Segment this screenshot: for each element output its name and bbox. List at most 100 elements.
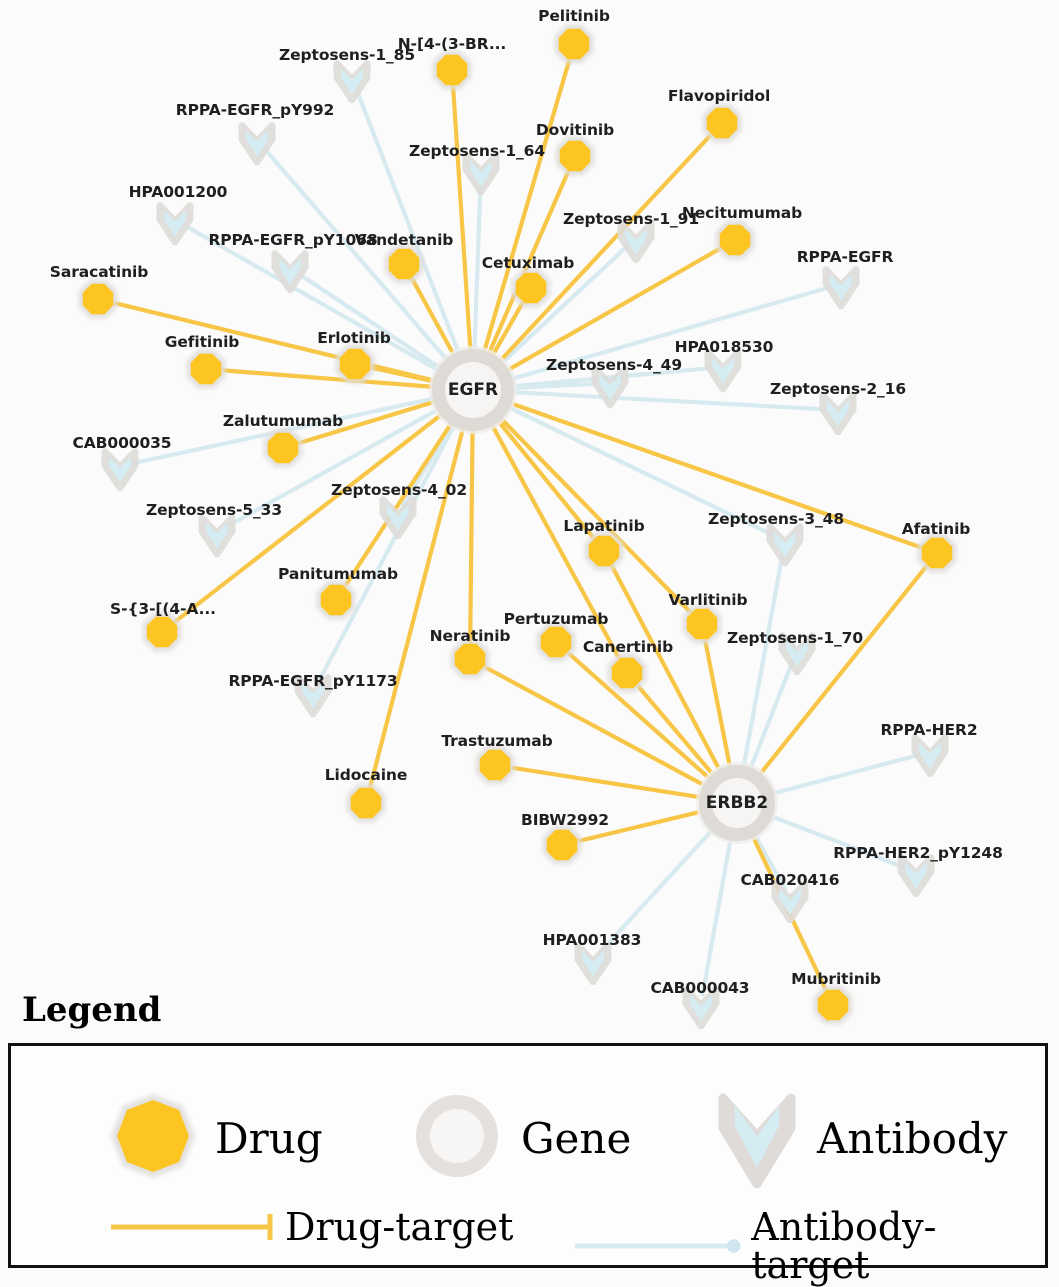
antibody-target-edge bbox=[296, 271, 444, 372]
drug-target-edge bbox=[367, 424, 466, 792]
gene-node-center bbox=[445, 362, 501, 418]
drug-target-edge bbox=[608, 561, 723, 775]
antibody-node[interactable] bbox=[617, 220, 655, 264]
drug-node-fill bbox=[817, 989, 849, 1021]
antibody-node[interactable] bbox=[574, 942, 612, 986]
antibody-node-fill bbox=[919, 742, 941, 769]
drug-node-fill bbox=[146, 616, 178, 648]
drug-node-fill bbox=[611, 657, 643, 689]
drug-target-edge bbox=[408, 274, 457, 359]
drug-node[interactable] bbox=[384, 244, 424, 284]
drug-node[interactable] bbox=[702, 103, 742, 143]
antibody-target-edge-icon bbox=[574, 1239, 741, 1253]
drug-node[interactable] bbox=[607, 653, 647, 693]
antibody-node[interactable] bbox=[704, 349, 742, 393]
drug-node-fill bbox=[190, 353, 222, 385]
drug-node[interactable] bbox=[186, 349, 226, 389]
antibody-node-fill bbox=[246, 130, 268, 157]
drug-node[interactable] bbox=[715, 220, 755, 260]
drug-node[interactable] bbox=[432, 50, 472, 90]
drug-node[interactable] bbox=[813, 985, 853, 1025]
drug-target-edge bbox=[486, 166, 572, 358]
drug-node[interactable] bbox=[475, 745, 515, 785]
antibody-target-edge bbox=[505, 404, 779, 539]
drug-target-edge bbox=[489, 421, 623, 663]
antibody-node[interactable] bbox=[462, 152, 500, 196]
antibody-target-edge bbox=[181, 222, 443, 374]
drug-target-edge bbox=[702, 635, 733, 771]
legend-label-gene: Gene bbox=[521, 1114, 632, 1163]
drug-target-edge bbox=[564, 649, 713, 782]
drug-node[interactable] bbox=[316, 580, 356, 620]
antibody-target-edge bbox=[315, 421, 458, 686]
drug-node[interactable] bbox=[555, 136, 595, 176]
drug-target-edge bbox=[633, 681, 717, 779]
antibody-target-edge bbox=[751, 831, 788, 892]
legend-label-antibody: Antibody bbox=[817, 1114, 1008, 1163]
drug-node[interactable] bbox=[450, 639, 490, 679]
drug-target-edge bbox=[489, 298, 527, 360]
antibody-node[interactable] bbox=[101, 448, 139, 492]
antibody-node[interactable] bbox=[682, 986, 720, 1030]
drug-node[interactable] bbox=[263, 428, 303, 468]
legend-entry-antibody-target: Antibody-target bbox=[571, 1208, 1045, 1284]
antibody-node[interactable] bbox=[379, 496, 417, 540]
antibody-node[interactable] bbox=[771, 880, 809, 924]
drug-node[interactable] bbox=[536, 622, 576, 662]
network-graph[interactable] bbox=[0, 0, 1059, 1030]
antibody-node[interactable] bbox=[778, 632, 816, 676]
drug-node-fill bbox=[546, 829, 578, 861]
drug-node[interactable] bbox=[335, 344, 375, 384]
drug-node[interactable] bbox=[917, 533, 957, 573]
drug-node-fill bbox=[540, 626, 572, 658]
legend-entry-drug: Drug bbox=[101, 1084, 323, 1194]
drug-node[interactable] bbox=[511, 268, 551, 308]
drug-target-edge bbox=[756, 561, 931, 778]
antibody-node[interactable] bbox=[294, 674, 332, 718]
gene-node[interactable] bbox=[696, 762, 778, 844]
antibody-node-fill bbox=[302, 682, 324, 709]
antibody-node[interactable] bbox=[271, 250, 309, 294]
drug-node[interactable] bbox=[142, 612, 182, 652]
drug-node[interactable] bbox=[542, 825, 582, 865]
antibody-node[interactable] bbox=[819, 392, 857, 436]
legend-entry-antibody: Antibody bbox=[711, 1084, 1007, 1194]
drug-node[interactable] bbox=[554, 24, 594, 64]
drug-node[interactable] bbox=[346, 783, 386, 823]
antibody-node-fill bbox=[712, 357, 734, 384]
drug-node[interactable] bbox=[584, 531, 624, 571]
antibody-node[interactable] bbox=[766, 523, 804, 567]
drug-target-edge bbox=[506, 765, 705, 800]
drug-target-edge bbox=[497, 415, 695, 617]
drug-target-edge bbox=[366, 364, 438, 384]
legend: Legend Drug Gene Antibody bbox=[0, 990, 1059, 1284]
antibody-target-edge bbox=[261, 145, 451, 364]
drug-node-fill bbox=[686, 608, 718, 640]
antibody-target-edge bbox=[223, 406, 442, 530]
antibody-target-edge bbox=[472, 177, 483, 355]
antibody-node-fill bbox=[599, 373, 621, 400]
antibody-node[interactable] bbox=[911, 734, 949, 778]
drug-node-fill bbox=[588, 535, 620, 567]
nodes-layer[interactable] bbox=[78, 24, 957, 1030]
drug-node[interactable] bbox=[78, 279, 118, 319]
antibody-node[interactable] bbox=[822, 266, 860, 310]
drug-node-fill bbox=[921, 537, 953, 569]
antibody-node[interactable] bbox=[333, 60, 371, 104]
drug-target-edge bbox=[480, 663, 709, 789]
antibody-node[interactable] bbox=[897, 854, 935, 898]
drug-target-edge bbox=[450, 81, 473, 355]
legend-entry-gene: Gene bbox=[407, 1084, 631, 1194]
gene-node[interactable] bbox=[429, 346, 517, 434]
antibody-node-fill bbox=[827, 400, 849, 427]
antibody-node-fill bbox=[786, 640, 808, 667]
antibody-node[interactable] bbox=[156, 202, 194, 246]
drug-node-fill bbox=[436, 54, 468, 86]
antibody-node[interactable] bbox=[198, 514, 236, 558]
drug-target-edge bbox=[503, 244, 725, 374]
antibody-node[interactable] bbox=[238, 122, 276, 166]
antibody-node-fill bbox=[779, 888, 801, 915]
drug-node[interactable] bbox=[682, 604, 722, 644]
antibody-node[interactable] bbox=[591, 365, 629, 409]
legend-label-drug-target: Drug-target bbox=[285, 1205, 514, 1249]
